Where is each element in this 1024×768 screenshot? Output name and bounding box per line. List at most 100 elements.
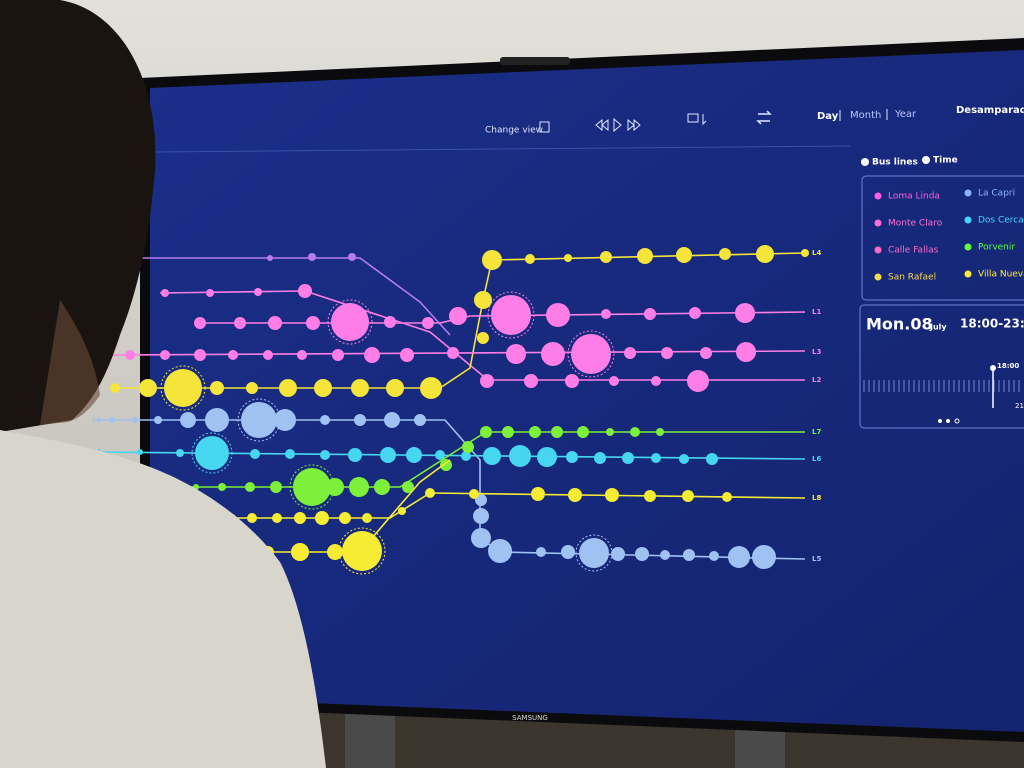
legend-label: Calle Fallas [888,246,939,256]
person-face [40,300,100,425]
stop [801,249,809,257]
page-dot[interactable] [946,419,950,423]
stop [651,453,661,463]
legend-label: Monte Claro [888,219,943,229]
stop [125,350,135,360]
stop [600,251,612,263]
stop [268,316,282,330]
stop [270,481,282,493]
period-day[interactable]: Day [817,111,839,122]
playback-controls[interactable] [595,117,641,133]
stop [206,289,214,297]
stop [180,412,196,428]
stop [306,316,320,330]
stop [406,447,422,463]
stop [267,255,273,261]
line-label: L3 [812,348,821,356]
stop [400,348,414,362]
stop [525,254,535,264]
legend-dot [874,246,882,254]
stop [326,478,344,496]
stop [315,511,329,525]
stop [531,487,545,501]
swap-icon[interactable] [756,110,772,125]
stop-ring [191,432,233,474]
toggle-dot[interactable] [922,156,930,164]
period-month[interactable]: Month [850,110,881,121]
stop [709,551,719,561]
stop [194,349,206,361]
stop [736,342,756,362]
stop [449,307,467,325]
stop [529,426,541,438]
stop [440,459,452,471]
stop [137,449,143,455]
page-dot[interactable] [938,419,942,423]
view-icon[interactable] [539,121,550,133]
date-month: July [929,323,947,332]
stop [364,347,380,363]
toggle-bus-lines[interactable]: Bus lines [872,158,918,168]
legend-dot [964,243,972,251]
stop [250,449,260,459]
legend-dot [874,273,882,281]
stop [682,490,694,502]
stop [194,317,206,329]
stop [700,347,712,359]
header-divider [149,145,851,153]
stop [205,408,229,432]
page-dot[interactable] [954,418,960,424]
legend-label: Loma Linda [888,192,940,202]
stop [247,513,257,523]
stop [293,468,331,506]
stop [506,344,526,364]
change-view[interactable]: Change view [485,126,543,136]
stop [422,317,434,329]
stop [488,539,512,563]
stop [164,369,202,407]
legend-label: Porvenir [978,243,1015,253]
stop [234,317,246,329]
stop [471,528,491,548]
stop [474,291,492,309]
legend-dot [964,189,972,197]
export-icons[interactable] [687,113,707,126]
stop [624,347,636,359]
stop [342,531,382,571]
toggle-time[interactable]: Time [933,156,958,166]
stop [109,417,115,423]
line-label: L5 [92,416,101,424]
stop [349,477,369,497]
stop [374,479,390,495]
stop [546,303,570,327]
stop [274,409,296,431]
stop [298,284,312,298]
stop [637,248,653,264]
camera [500,57,570,65]
legend-label: Villa Nueva [978,270,1024,280]
stop [679,454,689,464]
stop [606,428,614,436]
stop [482,250,502,270]
stop [524,374,538,388]
stop [644,308,656,320]
legend-dot [964,270,972,278]
location[interactable]: Desamparados [956,105,1024,116]
line-label: L1 [812,308,821,316]
toggle-dot[interactable] [861,158,869,166]
stop [386,379,404,397]
stop [291,543,309,561]
stop [132,417,138,423]
stop [687,370,709,392]
stop [161,289,169,297]
stop-ring [327,299,373,345]
stop [683,549,695,561]
legend-dot [874,219,882,227]
dashboard: Change view Day Month Year Desamparados … [149,105,1024,429]
stop-ring [487,291,535,339]
stop [297,350,307,360]
period-year[interactable]: Year [894,109,917,120]
stop [362,513,372,523]
